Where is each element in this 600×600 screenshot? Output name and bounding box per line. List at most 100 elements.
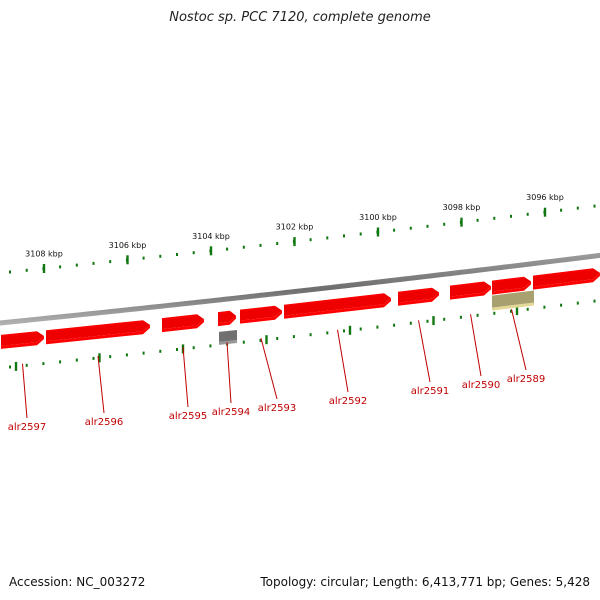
minor-tick bbox=[75, 358, 78, 362]
minor-tick bbox=[92, 356, 95, 360]
major-tick bbox=[14, 361, 18, 371]
gene-label-leader bbox=[511, 309, 527, 371]
gene-feature-alr2597[interactable] bbox=[0, 331, 44, 349]
scale-tick-label: 3102 kbp bbox=[276, 223, 314, 232]
feature-shadow bbox=[219, 340, 237, 345]
minor-tick bbox=[343, 234, 345, 238]
major-tick bbox=[460, 217, 463, 227]
gene-label-leader bbox=[97, 355, 105, 414]
gray-feature[interactable] bbox=[219, 330, 237, 345]
minor-tick bbox=[9, 270, 11, 274]
minor-tick bbox=[560, 303, 563, 307]
gene-feature-alr2594[interactable] bbox=[217, 310, 236, 327]
feature-highlight bbox=[397, 288, 433, 294]
scale-tick-label: 3096 kbp bbox=[526, 193, 564, 202]
minor-tick bbox=[292, 335, 295, 339]
feature-highlight bbox=[449, 281, 485, 288]
minor-tick bbox=[376, 325, 379, 329]
minor-tick bbox=[75, 263, 78, 267]
minor-tick bbox=[92, 261, 95, 265]
outer-tick-row bbox=[9, 204, 596, 274]
scale-tick-label: 3108 kbp bbox=[25, 250, 63, 259]
feature-body bbox=[533, 268, 600, 287]
minor-tick bbox=[176, 348, 178, 351]
scale-tick-label: 3098 kbp bbox=[443, 203, 481, 212]
minor-tick bbox=[176, 253, 178, 256]
minor-tick bbox=[526, 212, 529, 216]
minor-tick bbox=[25, 268, 28, 272]
minor-tick bbox=[9, 365, 11, 369]
accession-text: Accession: NC_003272 bbox=[9, 575, 146, 589]
gene-feature-alr2596[interactable] bbox=[45, 320, 150, 345]
minor-tick bbox=[593, 299, 596, 303]
gene-label-alr2590[interactable]: alr2590 bbox=[462, 380, 500, 391]
feature-shadow bbox=[218, 315, 236, 327]
gene-label-leader bbox=[418, 320, 431, 383]
feature-body bbox=[492, 290, 534, 308]
minor-tick bbox=[159, 254, 162, 258]
minor-tick bbox=[159, 349, 162, 353]
minor-tick bbox=[309, 333, 312, 337]
gene-feature-alr2590[interactable] bbox=[449, 281, 491, 300]
major-tick bbox=[126, 255, 129, 265]
inner-tick-row bbox=[9, 299, 596, 369]
minor-tick bbox=[409, 321, 412, 325]
minor-tick bbox=[593, 204, 596, 208]
major-tick bbox=[515, 306, 519, 316]
gene-label-alr2594[interactable]: alr2594 bbox=[212, 407, 250, 418]
minor-tick bbox=[476, 313, 479, 317]
minor-tick bbox=[259, 338, 262, 342]
major-tick bbox=[42, 264, 46, 273]
minor-tick bbox=[192, 251, 195, 255]
olive-feature[interactable] bbox=[492, 290, 534, 311]
gene-label-alr2597[interactable]: alr2597 bbox=[8, 422, 46, 433]
gene-label-alr2591[interactable]: alr2591 bbox=[411, 386, 449, 397]
major-tick bbox=[432, 316, 435, 326]
major-tick bbox=[348, 325, 352, 335]
feature-shadow bbox=[240, 310, 282, 324]
minor-tick bbox=[326, 331, 329, 335]
gene-label-leader bbox=[182, 346, 189, 408]
minor-tick bbox=[576, 206, 579, 210]
minor-tick bbox=[543, 305, 546, 309]
gene-label-alr2589[interactable]: alr2589 bbox=[507, 374, 545, 385]
gene-label-leader bbox=[470, 314, 482, 377]
gene-feature-partial[interactable] bbox=[532, 268, 600, 290]
feature-shadow bbox=[492, 302, 534, 311]
gene-label-alr2593[interactable]: alr2593 bbox=[258, 403, 296, 414]
major-tick bbox=[543, 207, 547, 217]
minor-tick bbox=[242, 245, 245, 249]
gene-feature-alr2595[interactable] bbox=[161, 314, 204, 333]
minor-tick bbox=[142, 351, 145, 355]
gene-label-alr2592[interactable]: alr2592 bbox=[329, 396, 367, 407]
genome-title: Nostoc sp. PCC 7120, complete genome bbox=[169, 10, 431, 25]
minor-tick bbox=[560, 208, 563, 212]
gene-feature-alr2589[interactable] bbox=[491, 276, 531, 295]
gene-feature-alr2591[interactable] bbox=[397, 287, 439, 306]
scale-tick-label: 3106 kbp bbox=[109, 241, 147, 250]
feature-shadow bbox=[46, 324, 150, 345]
minor-tick bbox=[493, 311, 496, 315]
feature-highlight bbox=[0, 331, 38, 337]
minor-tick bbox=[393, 228, 396, 232]
minor-tick bbox=[443, 222, 446, 226]
gene-label-leader bbox=[226, 342, 232, 404]
scale-tick-label: 3104 kbp bbox=[192, 232, 230, 241]
minor-tick bbox=[109, 355, 112, 359]
gene-label-leader bbox=[260, 338, 278, 400]
minor-tick bbox=[192, 346, 195, 350]
feature-highlight bbox=[217, 311, 230, 314]
feature-shadow bbox=[492, 281, 531, 295]
gene-label-alr2595[interactable]: alr2595 bbox=[169, 411, 207, 422]
gene-feature-alr2592[interactable] bbox=[283, 293, 391, 319]
feature-body bbox=[284, 293, 391, 316]
minor-tick bbox=[359, 232, 362, 236]
feature-highlight bbox=[532, 268, 594, 278]
gene-label-alr2596[interactable]: alr2596 bbox=[85, 417, 123, 428]
feature-body bbox=[219, 330, 237, 342]
minor-tick bbox=[209, 344, 212, 348]
major-tick bbox=[209, 246, 213, 256]
minor-tick bbox=[276, 242, 279, 245]
gene-feature-alr2593[interactable] bbox=[239, 305, 282, 324]
